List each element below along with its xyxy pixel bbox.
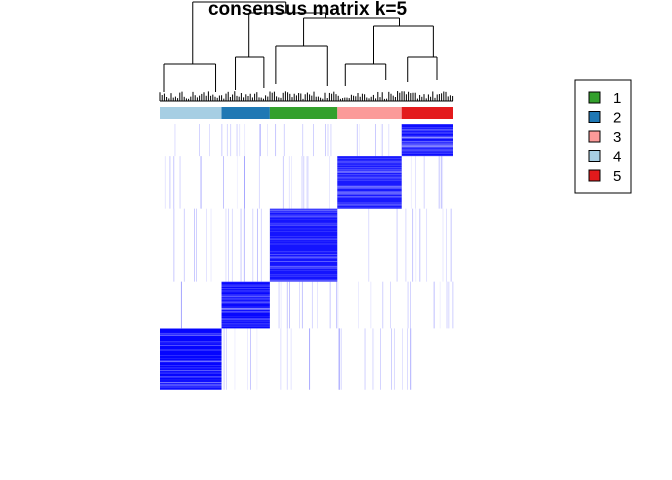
annotation-class-2 [221, 107, 270, 119]
legend-swatch-5 [588, 169, 601, 182]
annotation-class-4 [160, 107, 222, 119]
chart-title: consensus matrix k=5 [207, 0, 408, 20]
dendrogram [159, 1, 454, 102]
consensus-block-class-5 [401, 124, 453, 157]
legend-label-3: 3 [613, 129, 621, 146]
legend-box [574, 79, 632, 194]
legend-label-1: 1 [613, 90, 621, 107]
annotation-class-5 [401, 107, 453, 119]
consensus-block-class-3 [337, 156, 402, 209]
annotation-class-1 [269, 107, 338, 119]
consensus-block-class-1 [269, 208, 338, 282]
legend-swatch-4 [588, 150, 601, 162]
consensus-block-class-2 [221, 281, 270, 329]
legend-swatch-2 [588, 111, 601, 123]
legend-label-2: 2 [613, 110, 621, 127]
legend-label-4: 4 [613, 149, 621, 166]
consensus-matrix [160, 124, 454, 390]
legend-label-5: 5 [613, 168, 621, 185]
legend-swatch-3 [588, 130, 601, 143]
legend: 1 2 3 4 5 [574, 79, 632, 194]
legend-swatch-1 [588, 91, 601, 104]
consensus-block-class-4 [160, 328, 222, 390]
annotation-class-3 [337, 107, 402, 119]
class-annotation-bar [160, 107, 453, 119]
